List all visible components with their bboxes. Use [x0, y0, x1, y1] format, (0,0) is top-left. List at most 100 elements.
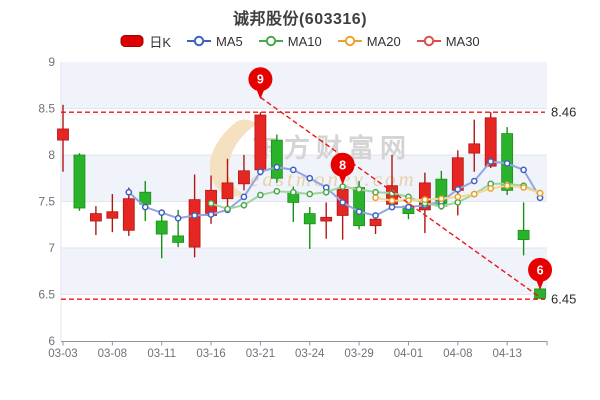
ma5-marker [257, 168, 264, 176]
ma5-marker [520, 166, 527, 174]
balloon-marker [528, 257, 553, 282]
ma5-marker [355, 208, 363, 216]
candle-body [303, 213, 316, 225]
balloon-marker [248, 67, 273, 92]
candle-body [484, 117, 497, 167]
ma20-marker [536, 189, 544, 197]
ma5-marker [339, 199, 346, 206]
plot-band [61, 294, 547, 341]
ma10-marker [355, 186, 363, 193]
ma-line-marker-icon [258, 35, 283, 47]
legend-label: MA20 [366, 33, 401, 49]
legend-item-ma10: MA10 [258, 33, 322, 49]
ma5-marker [454, 186, 462, 193]
x-tick-label: 03-29 [344, 348, 373, 360]
balloon-number: 8 [339, 158, 346, 172]
x-tick-label: 03-11 [147, 348, 176, 360]
candle-body [451, 157, 464, 191]
candle-body [188, 199, 201, 248]
ma5-marker [158, 209, 166, 217]
ma5-marker [306, 174, 314, 182]
candle-body [90, 213, 102, 222]
ma20-marker [454, 193, 462, 201]
candle-body [221, 182, 234, 200]
ma20-marker [372, 194, 379, 202]
legend-item-ma5: MA5 [187, 34, 243, 49]
y-tick-label: 9 [48, 55, 55, 69]
y-tick-label: 8.5 [38, 102, 55, 116]
x-tick-label: 03-21 [246, 348, 275, 360]
ma-line-marker-icon [337, 35, 362, 47]
legend-label: MA10 [287, 33, 322, 49]
ma10-marker [207, 200, 215, 207]
candle-body [320, 216, 333, 222]
max-price-label: 8.46 [551, 105, 576, 120]
x-tick-label: 03-16 [196, 348, 225, 360]
chart-legend: 日K MA5 MA10 MA20 MA30 [0, 31, 600, 51]
ma5-marker [372, 212, 379, 219]
legend-label: MA30 [445, 33, 480, 49]
ma5-marker [240, 193, 248, 201]
plot-band [61, 248, 547, 295]
ma10-marker [306, 190, 314, 198]
candle-body [172, 235, 185, 243]
ma20-marker [503, 182, 511, 190]
candle-body [254, 114, 267, 171]
legend-item-ma30: MA30 [416, 33, 480, 49]
ma5-marker [141, 203, 149, 211]
ma5-marker [289, 166, 297, 174]
ma10-marker [438, 202, 445, 210]
legend-item-ma20: MA20 [337, 33, 401, 49]
candle-body [517, 229, 530, 241]
trend-line [259, 96, 541, 298]
legend-label: 日K [149, 34, 172, 50]
legend-label: MA5 [216, 33, 243, 49]
y-tick-label: 7.5 [38, 195, 55, 209]
candle-body [369, 218, 382, 227]
plot-band [61, 62, 547, 109]
ma5-marker [487, 158, 495, 165]
candle-body [353, 187, 366, 227]
min-price-label: 6.45 [551, 292, 576, 307]
candle-body [155, 220, 168, 235]
candle-body [122, 198, 135, 231]
x-tick-label: 04-01 [394, 348, 423, 360]
x-tick-label: 03-03 [48, 348, 77, 360]
plot-band [61, 201, 547, 248]
ma-line-marker-icon [416, 35, 441, 47]
ma20-marker [388, 197, 396, 204]
ma5-marker [125, 188, 133, 196]
candle-body [73, 154, 86, 209]
ma10-marker [273, 187, 281, 195]
ma20-marker [487, 185, 495, 192]
ma10-marker [240, 201, 248, 209]
ma10-marker [372, 188, 379, 196]
plot-band [61, 108, 547, 155]
balloon-number: 9 [257, 73, 264, 87]
ma5-marker [273, 163, 281, 171]
ma20-marker [520, 184, 527, 191]
x-tick-label: 04-13 [492, 348, 521, 360]
y-tick-label: 6 [48, 334, 55, 348]
watermark-logo-icon [209, 119, 257, 197]
candle-body [270, 139, 283, 179]
ma10-marker [289, 188, 297, 196]
ma10-marker [454, 199, 462, 206]
candle-body [468, 143, 481, 154]
ma20-marker [438, 195, 445, 203]
x-tick-label: 04-08 [443, 348, 472, 360]
ma10-marker [257, 191, 264, 199]
x-tick-label: 03-08 [98, 348, 127, 360]
ma10-marker [224, 205, 231, 213]
ma5-marker [191, 212, 198, 219]
balloon-marker [330, 152, 355, 177]
ma10-marker [322, 188, 330, 196]
ma5-marker [174, 214, 182, 222]
legend-item-k: 日K [120, 32, 171, 51]
ma20-marker [421, 196, 429, 203]
y-tick-label: 8 [48, 148, 55, 162]
y-tick-label: 7 [48, 241, 55, 255]
ma5-marker [470, 177, 478, 185]
